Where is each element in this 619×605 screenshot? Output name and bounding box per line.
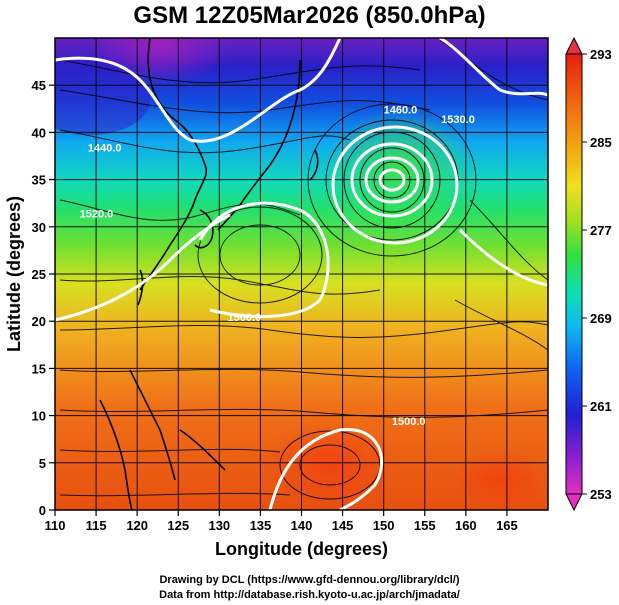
colorbar-ticks: 253 261 269 277 285 293: [582, 47, 612, 502]
x-tick-label: 160: [455, 518, 477, 533]
x-tick-label: 110: [45, 518, 66, 533]
data-source-credit: Data from http://database.rish.kyoto-u.a…: [159, 589, 460, 601]
coastlines: [99, 38, 319, 510]
x-tick-label: 140: [291, 518, 313, 533]
colorbar-min-triangle: [565, 493, 583, 512]
y-tick-label: 35: [32, 173, 46, 188]
isobar-value-label: 1500.0: [392, 416, 426, 428]
y-tick-label: 10: [32, 409, 46, 424]
map-title: GSM 12Z05Mar2026 (850.0hPa): [133, 2, 486, 29]
colorbar-tick-label: 253: [590, 487, 612, 502]
y-axis-label: Latitude (degrees): [4, 196, 24, 352]
x-tick-label: 125: [167, 518, 189, 533]
y-tick-label: 25: [32, 267, 46, 282]
x-tick-label: 130: [208, 518, 230, 533]
lat-lon-grid: [55, 38, 548, 510]
colorbar-tick-label: 269: [590, 311, 612, 326]
isobar-value-label: 1500.0: [228, 312, 262, 324]
isobar-value-label: 1530.0: [441, 114, 475, 126]
x-tick-label: 150: [373, 518, 395, 533]
y-tick-label: 40: [32, 125, 46, 140]
isobars: [55, 38, 548, 510]
y-tick-label: 45: [32, 78, 46, 93]
y-tick-label: 0: [39, 503, 46, 518]
colorbar: 253 261 269 277 285 293: [565, 36, 612, 512]
isobar-value-label: 1520.0: [80, 208, 114, 220]
temperature-field: [55, 38, 548, 510]
x-tick-label: 165: [496, 518, 518, 533]
colorbar-max-triangle: [565, 36, 583, 55]
isobar-value-label: 1460.0: [384, 105, 418, 117]
x-axis-ticks: 110 115 120 125 130 135 140 145 150 155 160 165: [45, 510, 518, 533]
isobar-value-label: 1440.0: [88, 142, 122, 154]
y-tick-label: 30: [32, 220, 46, 235]
y-tick-label: 20: [32, 314, 46, 329]
colorbar-tick-label: 293: [590, 47, 612, 62]
x-tick-label: 115: [86, 518, 107, 533]
y-tick-label: 15: [32, 361, 46, 376]
y-axis-ticks: 0 5 10 15 20 25 30 35 40 45: [32, 78, 55, 518]
colorbar-tick-label: 277: [590, 223, 612, 238]
x-tick-label: 155: [414, 518, 436, 533]
x-tick-label: 120: [126, 518, 148, 533]
dcl-credit: Drawing by DCL (https://www.gfd-dennou.o…: [159, 574, 460, 586]
contour-labels: 1460.0 1520.0 1500.0 1440.0 1500.0 1530.0: [80, 105, 475, 429]
x-tick-label: 135: [250, 518, 272, 533]
colorbar-tick-label: 285: [590, 135, 612, 150]
x-axis-label: Longitude (degrees): [215, 539, 388, 559]
colorbar-tick-label: 261: [590, 399, 612, 414]
colorbar-bar: [565, 53, 583, 495]
x-tick-label: 145: [332, 518, 354, 533]
y-tick-label: 5: [39, 456, 46, 471]
